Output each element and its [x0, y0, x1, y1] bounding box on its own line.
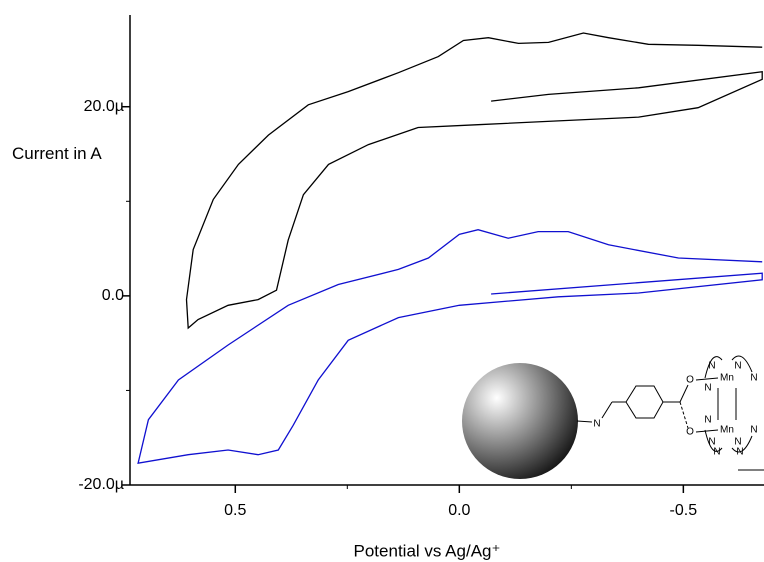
atom-label: Mn	[720, 425, 734, 436]
y-tick-label: 0.0	[102, 287, 124, 304]
x-tick-label: 0.0	[448, 502, 470, 519]
atom-label: N	[736, 447, 743, 458]
atom-label: N	[713, 447, 720, 458]
atom-label: N	[704, 415, 711, 426]
molecule-inset	[462, 355, 764, 479]
atom-label: N	[750, 373, 757, 384]
y-axis-title: Current in A	[12, 144, 102, 163]
atom-label: N	[734, 437, 741, 448]
atom-label: O	[686, 375, 694, 386]
atom-label: O	[686, 427, 694, 438]
atom-label: N	[708, 437, 715, 448]
y-tick-label: -20.0µ	[78, 476, 124, 493]
atom-label: N	[734, 361, 741, 372]
x-tick-label: 0.5	[224, 502, 246, 519]
cv-curve	[185, 32, 763, 330]
atom-label: N	[593, 419, 600, 430]
cv-curve	[137, 229, 763, 465]
atom-label: N	[708, 361, 715, 372]
x-tick-label: -0.5	[670, 502, 698, 519]
atom-label: N	[704, 383, 711, 394]
x-axis-title: Potential vs Ag/Ag⁺	[354, 541, 501, 560]
atom-label: Mn	[720, 373, 734, 384]
atom-label: N	[750, 425, 757, 436]
y-tick-label: 20.0µ	[84, 98, 124, 115]
